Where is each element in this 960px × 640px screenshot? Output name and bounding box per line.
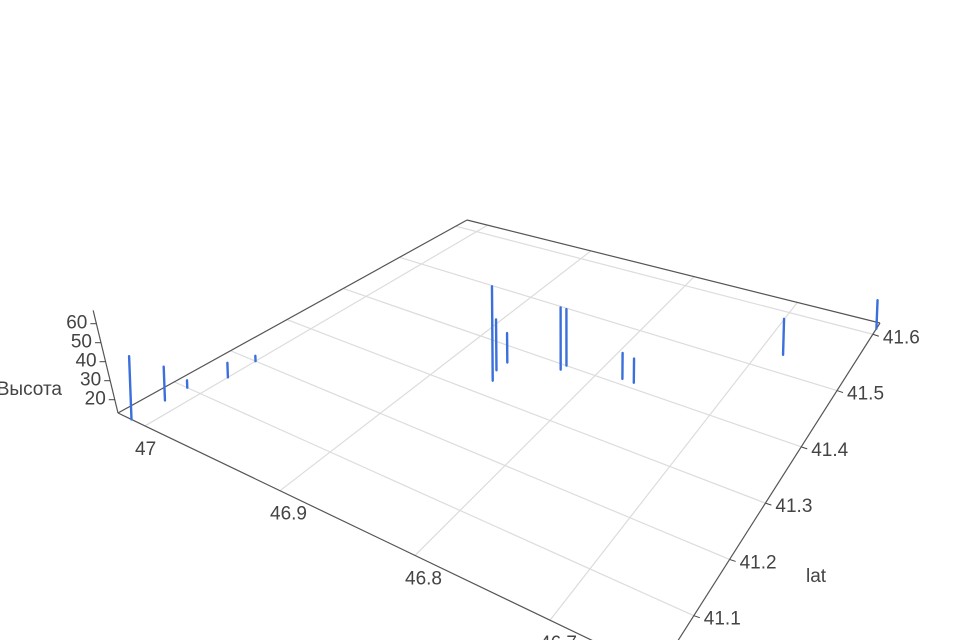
x-tick-label: 46.7 — [540, 633, 577, 640]
grid-line — [549, 302, 798, 621]
y-axis-title: lat — [806, 566, 827, 587]
data-stem — [781, 317, 786, 357]
grid-line — [279, 250, 592, 492]
y-tick-label: 41.2 — [740, 552, 777, 573]
axis-line — [677, 322, 881, 640]
x-tick-label: 47 — [135, 439, 156, 460]
data-stem — [226, 361, 230, 379]
z-tick-label: 20 — [85, 389, 106, 410]
z-tick-label: 40 — [75, 351, 96, 372]
data-stem — [490, 285, 494, 382]
grid-line — [399, 256, 838, 392]
data-stem — [875, 299, 879, 330]
grid-line — [230, 350, 730, 560]
y-tick-label: 41.4 — [811, 440, 848, 461]
y-tick — [693, 615, 700, 619]
y-tick — [729, 558, 736, 562]
grid-line — [455, 225, 873, 335]
y-tick — [765, 502, 772, 506]
y-tick — [801, 446, 808, 450]
y-tick-label: 41.6 — [883, 327, 920, 348]
data-stem — [127, 354, 133, 421]
grid-line — [174, 381, 695, 617]
grid-line — [144, 224, 488, 427]
z-tick-label: 50 — [71, 332, 92, 353]
z-tick-label: 30 — [80, 370, 101, 391]
y-tick — [872, 333, 879, 337]
y-tick — [836, 390, 844, 394]
grid-line — [286, 319, 766, 504]
z-axis-title: Высота — [0, 379, 62, 400]
x-tick-label: 46.9 — [270, 504, 307, 525]
y-tick-label: 41.3 — [775, 496, 812, 517]
axis-line — [117, 219, 468, 414]
x-tick-label: 46.8 — [405, 568, 442, 589]
grid-line — [414, 276, 695, 556]
grid-line — [342, 287, 802, 448]
z-tick-label: 60 — [66, 313, 87, 334]
y-tick-label: 41.5 — [847, 384, 884, 405]
data-stem — [162, 365, 167, 402]
axis-line — [117, 412, 593, 640]
y-tick-label: 41.1 — [704, 609, 741, 630]
axis-line — [466, 219, 881, 324]
